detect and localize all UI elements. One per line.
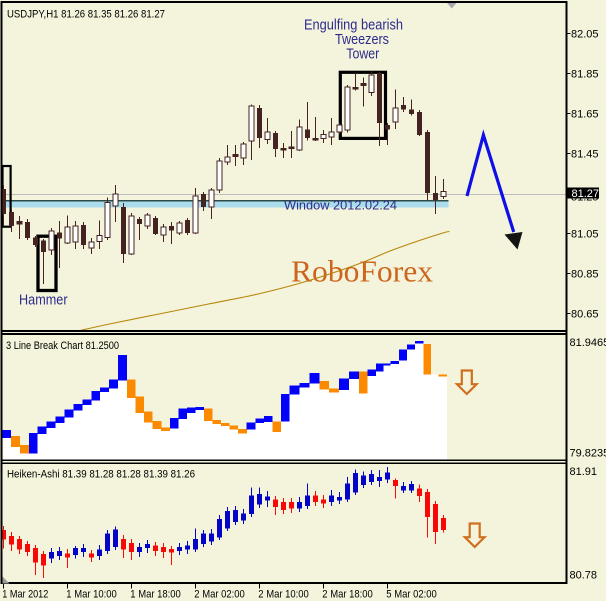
- svg-text:Tower: Tower: [346, 46, 379, 63]
- svg-text:1 Mar 2012: 1 Mar 2012: [2, 588, 48, 600]
- svg-text:Window 2012.02.24: Window 2012.02.24: [284, 198, 397, 213]
- svg-text:80.65: 80.65: [571, 309, 599, 321]
- svg-text:81.9465: 81.9465: [570, 337, 606, 349]
- svg-text:1 Mar 10:00: 1 Mar 10:00: [66, 588, 117, 600]
- svg-text:2 Mar 18:00: 2 Mar 18:00: [322, 588, 373, 600]
- svg-text:81.65: 81.65: [571, 109, 599, 121]
- svg-text:1 Mar 18:00: 1 Mar 18:00: [130, 588, 181, 600]
- svg-text:81.85: 81.85: [571, 69, 599, 81]
- svg-text:81.45: 81.45: [571, 149, 599, 161]
- svg-text:82.05: 82.05: [571, 29, 599, 41]
- svg-text:USDJPY,H1 81.26 81.35 81.26 8: USDJPY,H1 81.26 81.35 81.26 81.27: [7, 9, 165, 21]
- svg-text:Engulfing bearish: Engulfing bearish: [304, 17, 403, 34]
- svg-text:2 Mar 02:00: 2 Mar 02:00: [194, 588, 245, 600]
- svg-text:3 Line Break Chart 81.2500: 3 Line Break Chart 81.2500: [6, 340, 119, 352]
- svg-text:Hammer: Hammer: [19, 292, 68, 309]
- svg-text:2 Mar 10:00: 2 Mar 10:00: [258, 588, 309, 600]
- svg-text:81.05: 81.05: [571, 229, 599, 241]
- svg-text:RoboForex: RoboForex: [291, 254, 434, 289]
- svg-text:Tweezers: Tweezers: [335, 31, 389, 48]
- svg-text:Heiken-Ashi 81.39 81.28 81.28: Heiken-Ashi 81.39 81.28 81.28 81.39 81.2…: [7, 469, 195, 481]
- svg-text:80.78: 80.78: [570, 570, 598, 582]
- svg-text:81.91: 81.91: [570, 466, 598, 478]
- svg-text:79.8235: 79.8235: [570, 448, 606, 460]
- svg-text:81.27: 81.27: [572, 188, 600, 200]
- svg-text:5 Mar 02:00: 5 Mar 02:00: [386, 588, 437, 600]
- svg-text:80.85: 80.85: [571, 269, 599, 281]
